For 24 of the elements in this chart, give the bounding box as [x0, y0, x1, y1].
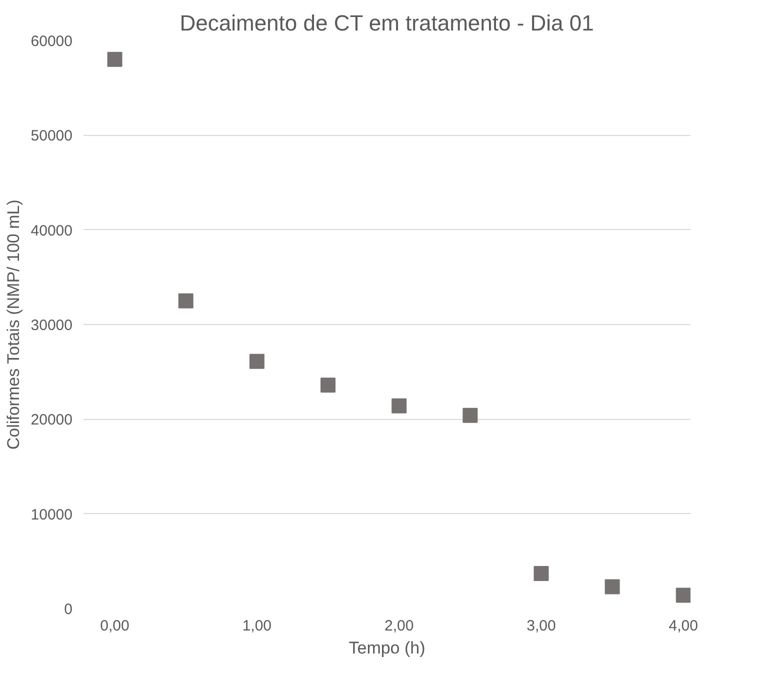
- x-tick-label: 2,00: [384, 618, 414, 634]
- y-tick-label: 0: [64, 601, 72, 618]
- point: [604, 579, 620, 594]
- point: [676, 588, 690, 603]
- point: [534, 566, 549, 581]
- y-tick-label: 60000: [30, 33, 73, 50]
- x-tick-label: 4,00: [668, 618, 698, 634]
- x-tick-label: 1,00: [242, 618, 272, 634]
- y-tick-label: 10000: [30, 506, 73, 524]
- point: [107, 52, 122, 67]
- chart-title: Decaimento de CT em tratamento - Dia 01: [180, 10, 594, 36]
- y-tick-label: 30000: [30, 317, 73, 334]
- point: [178, 293, 194, 308]
- y-tick-label: 50000: [30, 128, 73, 145]
- point: [392, 398, 407, 414]
- y-tick-label: 40000: [30, 222, 73, 240]
- x-tick-label: 3,00: [526, 618, 556, 634]
- point: [462, 408, 478, 423]
- point: [320, 378, 336, 393]
- x-axis-title: Tempo (h): [348, 638, 426, 658]
- y-axis-title: Coliformes Totais (NMP/ 100 mL): [4, 200, 23, 450]
- x-tick-label: 0,00: [100, 618, 130, 634]
- point: [249, 354, 264, 369]
- y-tick-label: 20000: [30, 412, 73, 429]
